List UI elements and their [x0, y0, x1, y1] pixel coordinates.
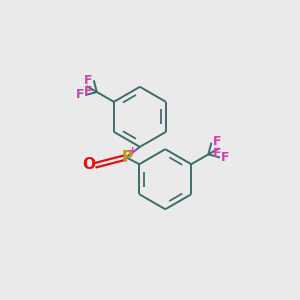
Text: F: F	[213, 135, 221, 148]
Text: P: P	[121, 150, 132, 165]
Text: O: O	[82, 157, 96, 172]
Text: F: F	[84, 74, 92, 87]
Text: F: F	[221, 152, 230, 164]
Text: F: F	[76, 88, 84, 101]
Text: +: +	[128, 146, 137, 157]
Text: F: F	[83, 85, 92, 98]
Text: F: F	[213, 147, 222, 160]
